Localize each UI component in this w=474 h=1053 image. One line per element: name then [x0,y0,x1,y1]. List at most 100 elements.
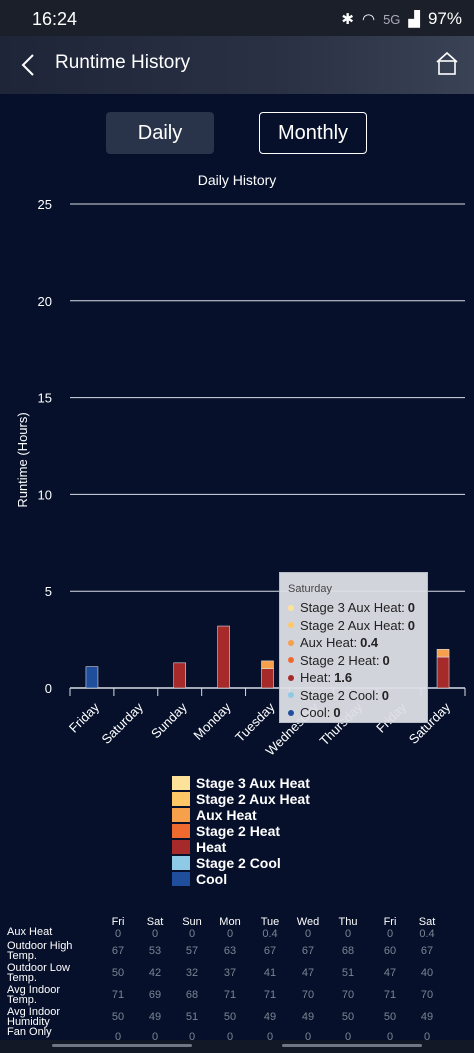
tooltip-dot-icon [288,622,294,629]
y-tick-label: 5 [45,584,52,599]
legend-item[interactable]: Stage 3 Aux Heat [172,775,310,791]
y-axis-label: Runtime (Hours) [15,412,30,507]
table-day-header: Mon [219,916,241,928]
gesture-handle-right [282,1044,422,1047]
table-cell: 71 [263,989,277,1001]
table-cell: 0 [151,1031,159,1043]
y-tick-label: 25 [38,197,52,212]
wifi-icon: ◠ [361,11,376,28]
bar-heat[interactable] [261,668,274,689]
table-cell: 50 [111,967,125,979]
legend-label: Stage 2 Heat [196,823,281,839]
bar-heat[interactable] [436,656,450,689]
tooltip-label: Heat: [300,670,332,686]
tooltip-row: Cool: 0 [288,704,419,722]
table-day-header: Fri [383,916,397,928]
y-tick-label: 10 [38,487,52,502]
table-day-header: Sat [418,916,436,928]
table-cell: 0 [266,1031,274,1043]
bar-aux-heat[interactable] [261,660,274,669]
bar-cool[interactable] [85,666,99,689]
table-cell: 71 [383,989,397,1001]
table-cell: 70 [341,989,355,1001]
table-row-label: Avg Indoor Temp. [7,984,61,1006]
table-cell: 49 [420,1011,434,1023]
y-tick-label: 0 [45,681,52,696]
tooltip-row: Stage 2 Heat: 0 [288,652,419,670]
tooltip-value: 0 [407,617,416,633]
legend-label: Cool [196,871,228,887]
back-arrow-icon[interactable] [18,52,38,78]
table-row: Avg Indoor Temp. 71 69 68 71 71 70 70 71 70 [0,984,474,1006]
table-row: Outdoor High Temp. 67 53 57 63 67 67 68 60 67 [0,940,474,962]
table-day-header: Tue [260,916,280,928]
tooltip-row: Aux Heat: 0.4 [288,634,419,652]
tooltip-dot-icon [288,657,294,664]
legend-item[interactable]: Cool [172,871,310,887]
tooltip-value: 0.4 [360,635,379,651]
tooltip-value: 0 [381,687,390,703]
monthly-toggle-button[interactable]: Monthly [259,112,367,154]
legend-item[interactable]: Aux Heat [172,807,310,823]
table-row: Aux Heat 0 0 0 0 0.4 0 0 0 0.4 [0,926,474,941]
tooltip-value: 0 [407,600,416,616]
network-label: 5G [383,11,401,27]
tooltip-rows: Stage 3 Aux Heat: 0 Stage 2 Aux Heat: 0 Au… [288,599,419,722]
table-cell: 60 [383,945,397,957]
table-cell: 0 [226,1031,234,1043]
legend-item[interactable]: Stage 2 Cool [172,855,310,871]
table-cell: 50 [111,1011,125,1023]
tooltip-dot-icon [288,709,294,716]
y-tick-label: 15 [38,391,52,406]
table-cell: 0 [344,928,352,940]
table-cell: 50 [341,1011,355,1023]
bluetooth-icon: ✱ [341,11,354,28]
table-cell: 0 [114,1031,122,1043]
legend-swatch [172,776,190,790]
chart-legend: Stage 3 Aux Heat Stage 2 Aux Heat Aux Heat… [172,775,310,887]
legend-item[interactable]: Stage 2 Heat [172,823,310,839]
legend-label: Stage 3 Aux Heat [196,775,310,791]
table-day-header: Wed [296,916,320,928]
tooltip-title: Saturday [288,583,333,595]
tooltip-label: Stage 2 Aux Heat: [300,617,405,633]
table-row: Avg Indoor Humidity 50 49 51 50 49 49 50 50 49 [0,1006,474,1028]
tooltip-label: Aux Heat: [300,635,358,651]
table-cell: 63 [223,945,237,957]
table-row-label: Outdoor High Temp. [7,940,73,962]
status-time: 16:24 [32,9,78,29]
table-day-header: Thu [338,916,358,928]
table-cell: 67 [111,945,125,957]
legend-swatch [172,840,190,854]
x-tick-label: Monday [190,699,234,743]
tooltip-value: 1.6 [334,670,353,686]
tooltip-dot-icon [288,604,294,611]
table-row: Outdoor Low Temp. 50 42 32 37 41 47 51 47 40 [0,962,474,984]
table-cell: 71 [111,989,125,1001]
gesture-handle-left [52,1044,192,1047]
table-cell: 49 [301,1011,315,1023]
y-axis-ticks: 0 5 10 15 20 25 [38,197,52,696]
legend-label: Stage 2 Cool [196,855,281,871]
table-cell: 0 [386,1031,394,1043]
legend-item[interactable]: Heat [172,839,310,855]
table-cell: 53 [148,945,162,957]
daily-toggle-button[interactable]: Daily [106,112,214,154]
tooltip-dot-icon [288,692,294,699]
legend-swatch [172,792,190,806]
table-cell: 67 [420,945,434,957]
table-cell: 0.4 [419,928,435,940]
home-icon[interactable] [434,50,460,78]
table-cell: 0 [304,1031,312,1043]
table-day-header: Fri [111,916,125,928]
bar-heat[interactable] [217,625,230,689]
legend-label: Stage 2 Aux Heat [196,791,310,807]
legend-item[interactable]: Stage 2 Aux Heat [172,791,310,807]
y-tick-label: 20 [38,294,52,309]
tooltip-row: Stage 2 Cool: 0 [288,687,419,705]
bar-heat[interactable] [173,662,187,689]
table-row-label: Fan Only [7,1026,52,1038]
bar-aux-heat[interactable] [436,648,450,658]
table-cell: 51 [185,1011,199,1023]
legend-swatch [172,808,190,822]
